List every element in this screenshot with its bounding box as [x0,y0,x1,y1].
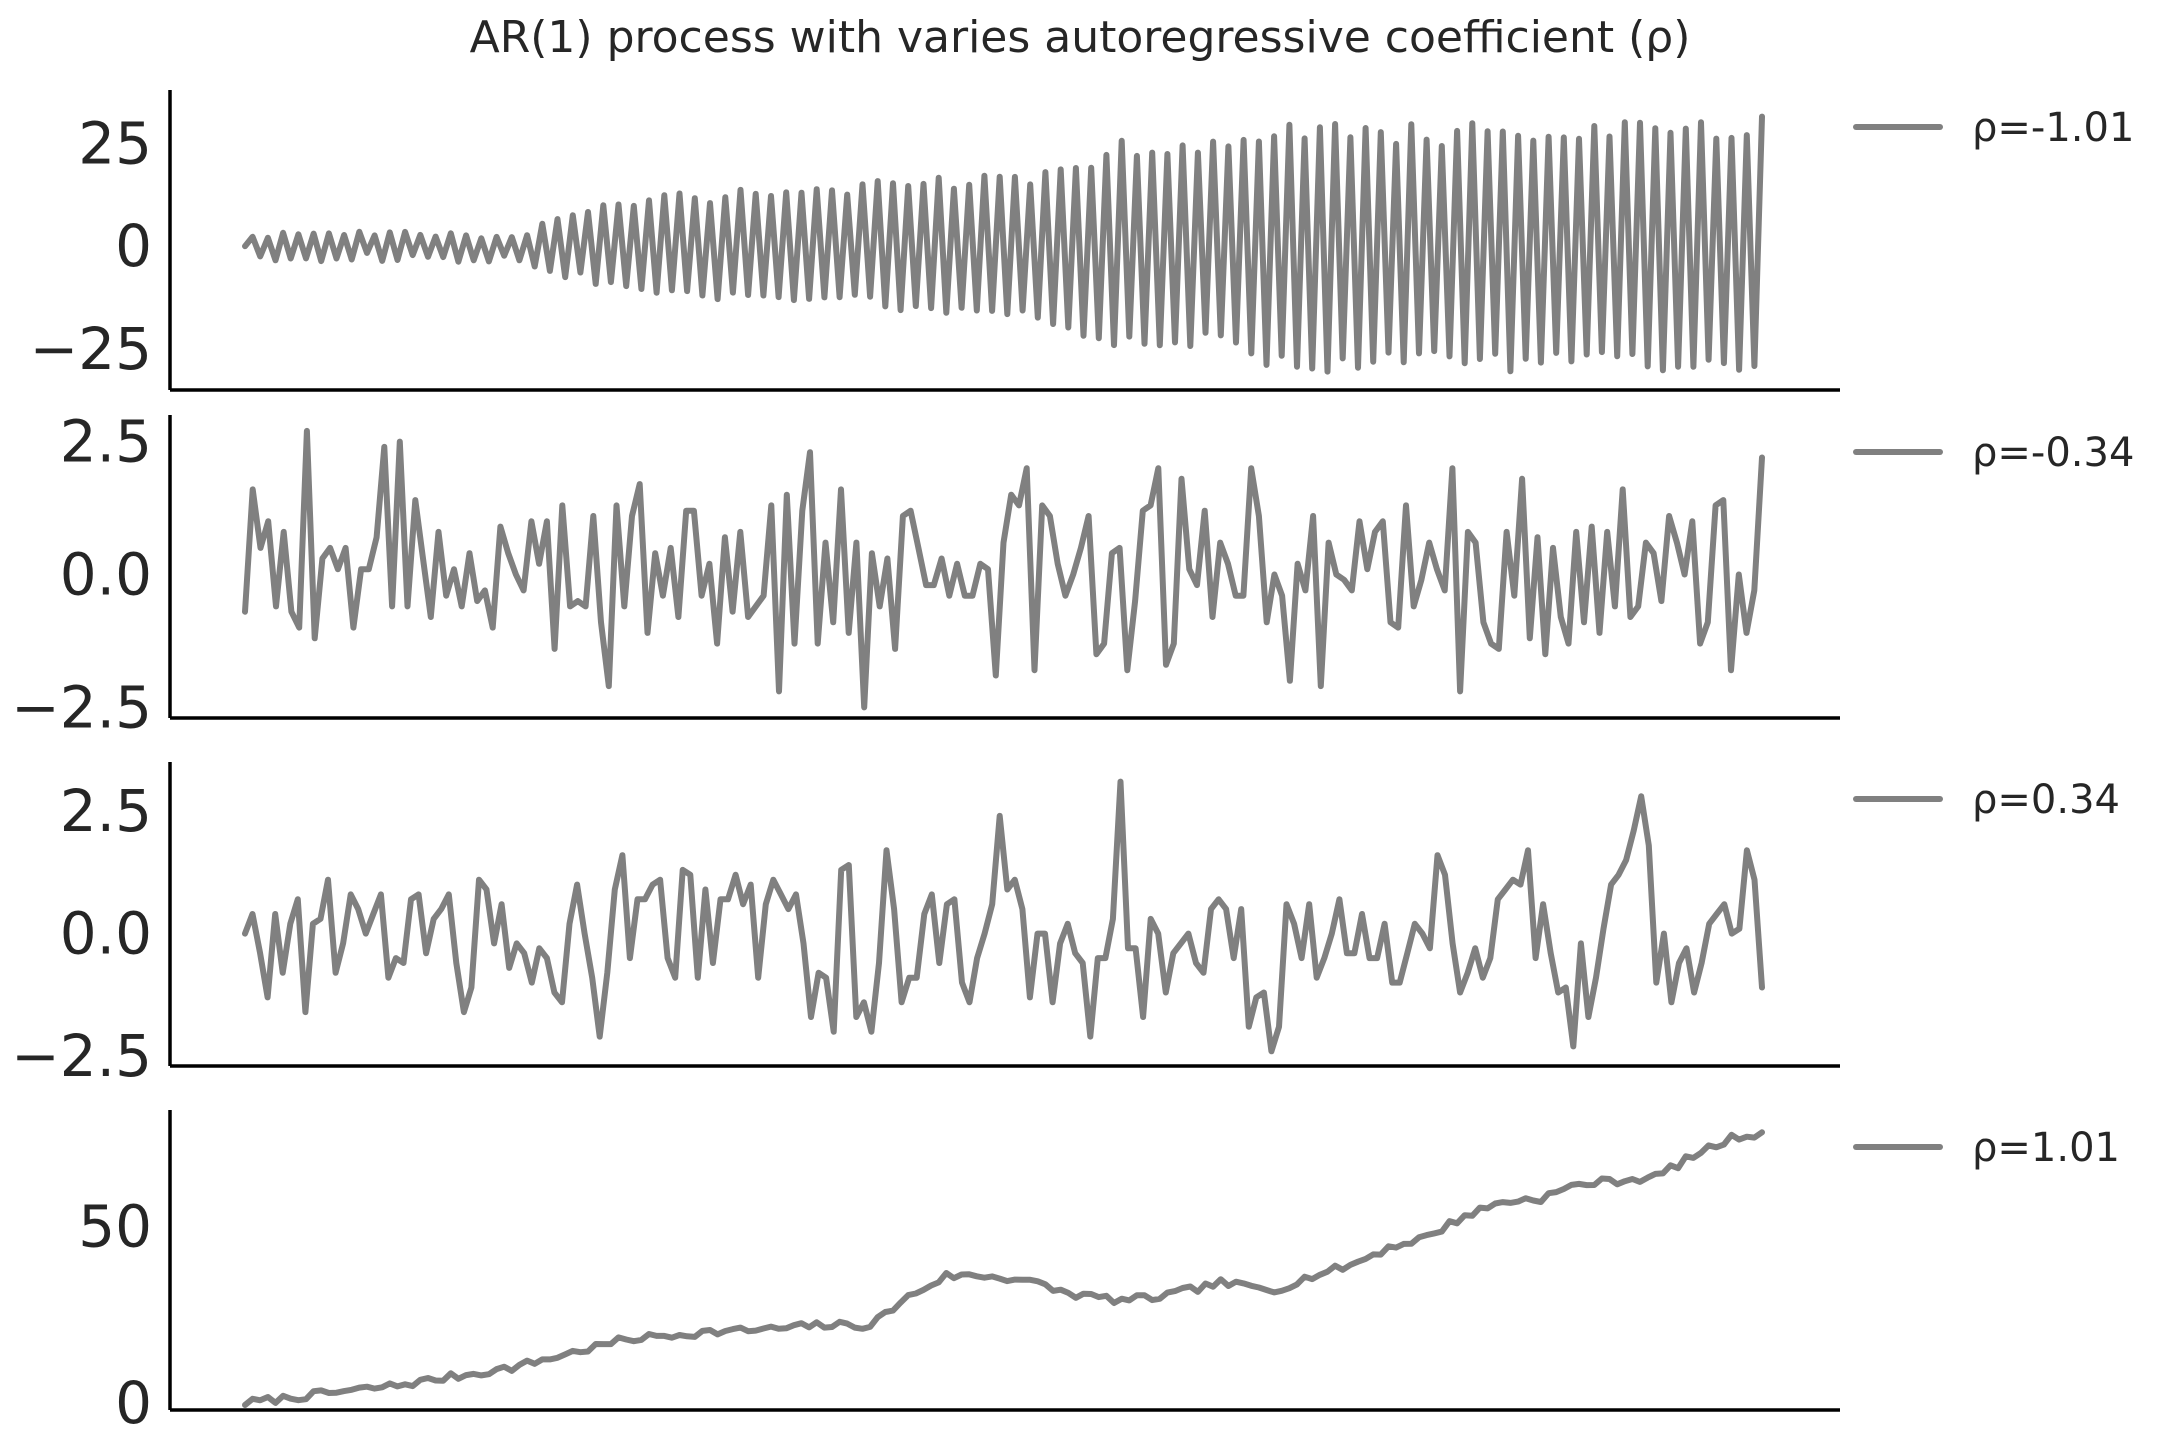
y-tick-label: −2.5 [11,1022,152,1090]
y-tick-label: 50 [78,1192,152,1260]
panel-4: 50 0 ρ=1.01 [78,1110,2120,1437]
legend-label: ρ=1.01 [1972,1125,2120,1171]
y-tick-label: 2.5 [60,777,152,845]
y-tick-label: −25 [30,315,152,383]
series-line [242,113,1765,375]
series-line [242,427,1765,711]
panel-3: 2.5 0.0 −2.5 ρ=0.34 [11,762,2120,1090]
y-tick-label: 0.0 [60,900,152,968]
legend: ρ=-1.01 [1853,105,2134,151]
panels: 25 0 −25 ρ=-1.01 2.5 0.0 −2.5 ρ=-0.34 2.5 0.0 −2.5… [11,90,2134,1437]
legend-label: ρ=-0.34 [1972,430,2134,476]
legend: ρ=0.34 [1853,777,2120,823]
legend: ρ=-0.34 [1853,430,2134,476]
series-line [242,778,1765,1055]
legend-label: ρ=-1.01 [1972,105,2134,151]
y-tick-label: −2.5 [11,673,152,741]
chart-title: AR(1) process with varies autoregressive… [470,12,1691,63]
series-line [242,1129,1765,1408]
panel-2: 2.5 0.0 −2.5 ρ=-0.34 [11,408,2134,742]
y-tick-label: 2.5 [60,408,152,476]
y-tick-label: 0.0 [60,540,152,608]
y-tick-label: 0 [115,212,152,280]
y-tick-label: 0 [115,1369,152,1437]
legend: ρ=1.01 [1853,1125,2120,1171]
panel-1: 25 0 −25 ρ=-1.01 [30,90,2134,392]
legend-label: ρ=0.34 [1972,777,2120,823]
y-tick-label: 25 [78,109,152,177]
